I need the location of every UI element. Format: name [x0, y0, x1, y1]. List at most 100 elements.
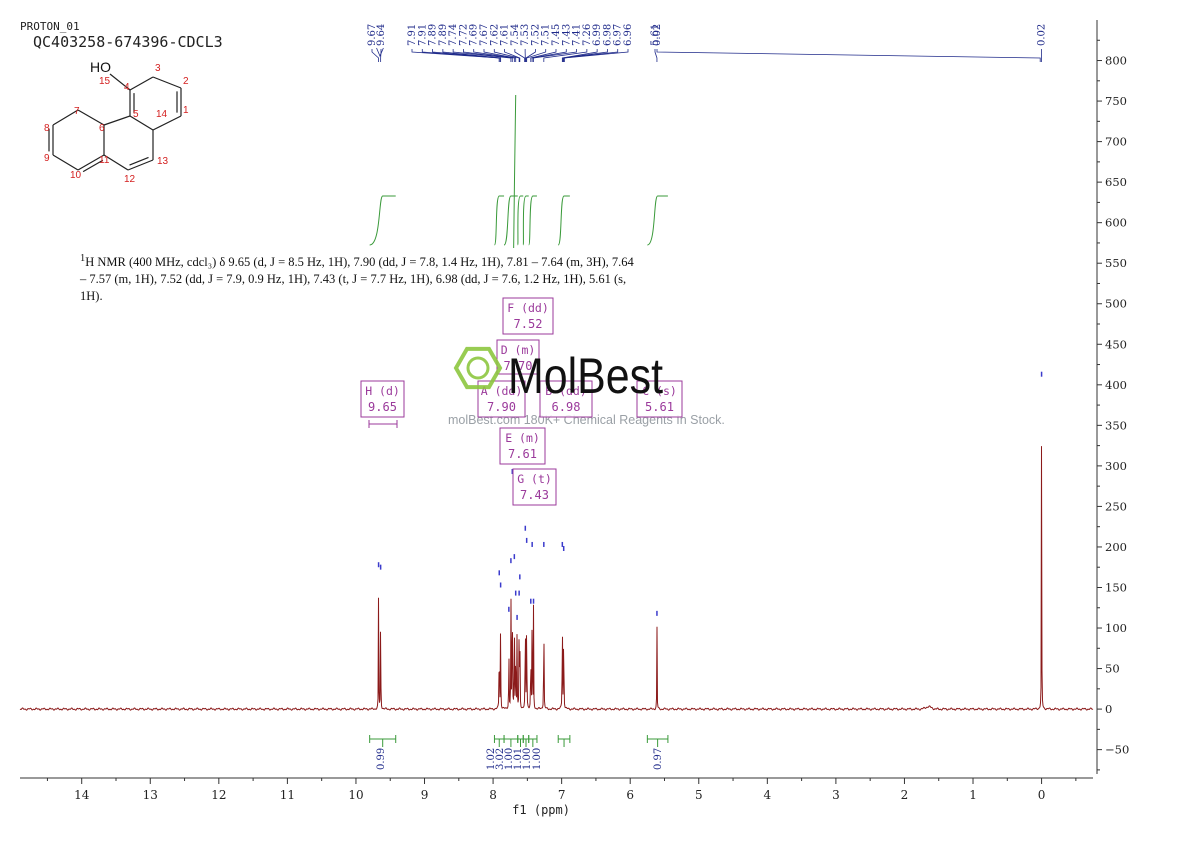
- atom-number: 5: [133, 109, 139, 120]
- multiplet-label: F (dd): [507, 301, 549, 315]
- bond: [152, 115, 182, 131]
- peak-label-leader: [654, 49, 658, 62]
- axes: 14 13 12 11 10 9 8 7 6 5 4 3 2 1 0−5005010015020025030…: [20, 20, 1129, 817]
- x-tick-label: 10: [348, 788, 363, 802]
- hydroxyl-label: HO: [90, 59, 111, 75]
- integral-curve: [528, 195, 537, 246]
- peak-label-leader: [473, 49, 515, 62]
- peak-label-leader: [531, 49, 567, 62]
- atom-number: 13: [157, 156, 169, 167]
- bond: [127, 159, 154, 171]
- peak-label: 7.67: [479, 24, 490, 46]
- x-tick-label: 1: [969, 788, 977, 802]
- multiplet-shift: 9.65: [368, 400, 397, 414]
- peak-label-leader: [483, 49, 517, 62]
- isotope-superscript: 1: [80, 253, 86, 264]
- multiplet-box: [539, 380, 593, 418]
- peak-label-leader: [656, 49, 1041, 62]
- y-tick-label: −50: [1105, 743, 1129, 757]
- x-tick-label: 3: [832, 788, 840, 802]
- x-tick-label: 9: [421, 788, 429, 802]
- bond: [77, 109, 105, 126]
- peak-label: 7.69: [469, 24, 480, 46]
- peak-label: 7.89: [438, 24, 449, 46]
- x-tick-label: 2: [901, 788, 909, 802]
- peak-label-bracket: [376, 47, 384, 58]
- peak-label: 6.99: [592, 24, 603, 46]
- x-tick-label: 11: [280, 788, 295, 802]
- bond: [77, 154, 105, 171]
- multiplet-box: [512, 468, 557, 506]
- integral-curve: [522, 195, 529, 246]
- y-tick-label: 200: [1105, 540, 1127, 554]
- atom-number: 2: [183, 76, 189, 87]
- spectrum-trace: [19, 371, 1094, 711]
- y-tick-label: 250: [1105, 499, 1127, 513]
- peak-label-leader: [562, 49, 608, 62]
- multiplet-box: [636, 380, 683, 418]
- y-tick-label: 400: [1105, 378, 1127, 392]
- logo-ring-icon: [466, 356, 490, 380]
- atom-number: 9: [44, 153, 50, 164]
- peak-label: 7.91: [407, 24, 418, 46]
- peak-label-leader: [561, 49, 598, 62]
- integral-curves: [369, 94, 668, 249]
- y-tick-label: 600: [1105, 216, 1127, 230]
- x-tick-label: 13: [143, 788, 158, 802]
- multiplet-label: A (dd): [481, 384, 523, 398]
- peak-label-leader: [442, 49, 502, 62]
- y-tick-label: 100: [1105, 621, 1127, 635]
- multiplet-label: E (m): [505, 431, 540, 445]
- multiplet-label: H (d): [365, 384, 400, 398]
- y-tick-label: 550: [1105, 256, 1127, 270]
- y-tick-label: 800: [1105, 54, 1127, 68]
- peak-label-leader: [463, 49, 513, 62]
- multiplet-box: [499, 427, 546, 465]
- nmr-description-text: H NMR (400 MHz, cdcl₃) δ 9.65 (d, J = 8.…: [80, 255, 634, 304]
- atom-number: 6: [99, 123, 105, 134]
- bond: [129, 76, 154, 91]
- peak-label: 7.72: [458, 24, 469, 46]
- peak-label-leader: [504, 49, 521, 62]
- multiplet-shift: 7.90: [487, 400, 516, 414]
- peak-label-leader: [514, 49, 526, 62]
- atom-number: 15: [99, 76, 111, 87]
- bond: [103, 115, 131, 126]
- x-tick-label: 14: [74, 788, 90, 802]
- integral-curve: [503, 195, 518, 246]
- peak-label: 5.61: [650, 24, 661, 46]
- peak-label-leader: [543, 49, 588, 62]
- peak-label: 7.43: [561, 24, 572, 46]
- multiplet-label: G (t): [517, 472, 552, 486]
- atom-number: 14: [156, 109, 168, 120]
- multiplet-box: [502, 297, 554, 335]
- peak-label-leader: [452, 49, 512, 62]
- y-tick-label: 0: [1105, 702, 1112, 716]
- bond: [129, 115, 154, 131]
- atom-number: 7: [74, 106, 80, 117]
- experiment-name: PROTON_01: [20, 20, 80, 33]
- integral-curve: [517, 195, 524, 246]
- peak-label: 7.26: [582, 24, 593, 46]
- peak-label: 7.52: [530, 24, 541, 46]
- integral-value: 3.02: [495, 748, 506, 770]
- peak-label: 9.67: [367, 24, 378, 46]
- atom-number: 8: [44, 123, 50, 134]
- x-tick-label: 0: [1038, 788, 1046, 802]
- y-tick-label: 700: [1105, 135, 1127, 149]
- integral-curve: [493, 195, 505, 246]
- x-axis-title: f1 (ppm): [512, 803, 570, 817]
- peak-label: 7.45: [551, 24, 562, 46]
- peak-label: 7.89: [428, 24, 439, 46]
- atom-number: 4: [124, 82, 130, 93]
- peak-label: 0.02: [652, 24, 663, 46]
- x-tick-label: 7: [558, 788, 566, 802]
- peak-label: 7.54: [510, 24, 521, 46]
- multiplet-label: D (m): [501, 343, 536, 357]
- peak-label-leader: [530, 49, 557, 62]
- y-tick-label: 500: [1105, 297, 1127, 311]
- atom-number: 1: [183, 105, 189, 116]
- peak-labels: 9.679.64 7.91 7.91 7.89 7.89 7.74 7.72 7.69 7.67…: [367, 24, 1048, 62]
- atom-number: 10: [70, 170, 82, 181]
- x-tick-label: 4: [764, 788, 772, 802]
